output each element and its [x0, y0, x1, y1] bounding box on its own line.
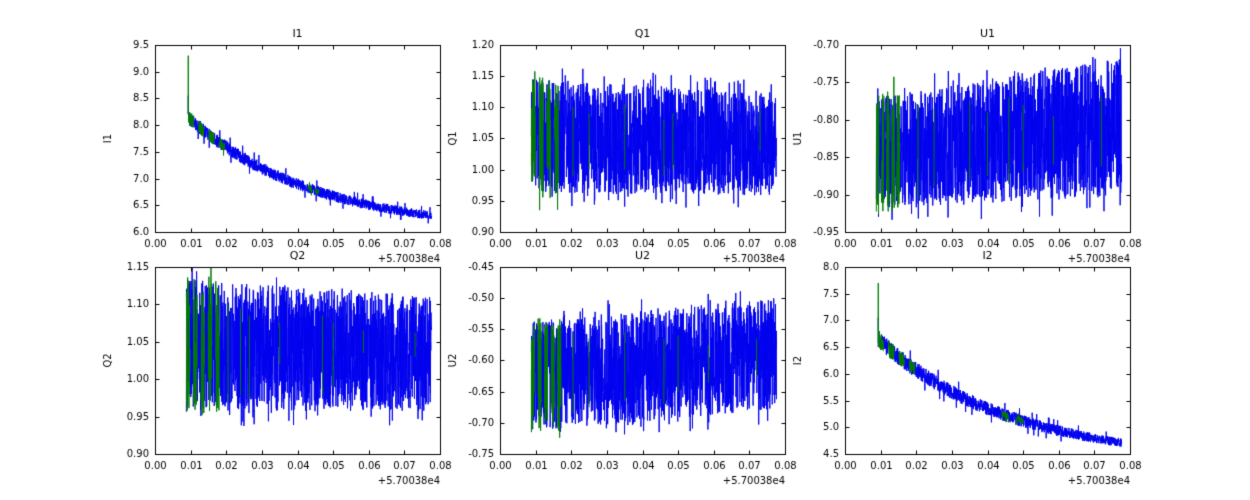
- subplot-u2-canvas: [440, 239, 803, 496]
- subplot-i2-canvas: [785, 239, 1148, 496]
- subplot-u1-canvas: [785, 17, 1148, 274]
- subplot-q1-canvas: [440, 17, 803, 274]
- subplot-i1-canvas: [95, 17, 458, 274]
- subplot-q2-canvas: [95, 239, 458, 496]
